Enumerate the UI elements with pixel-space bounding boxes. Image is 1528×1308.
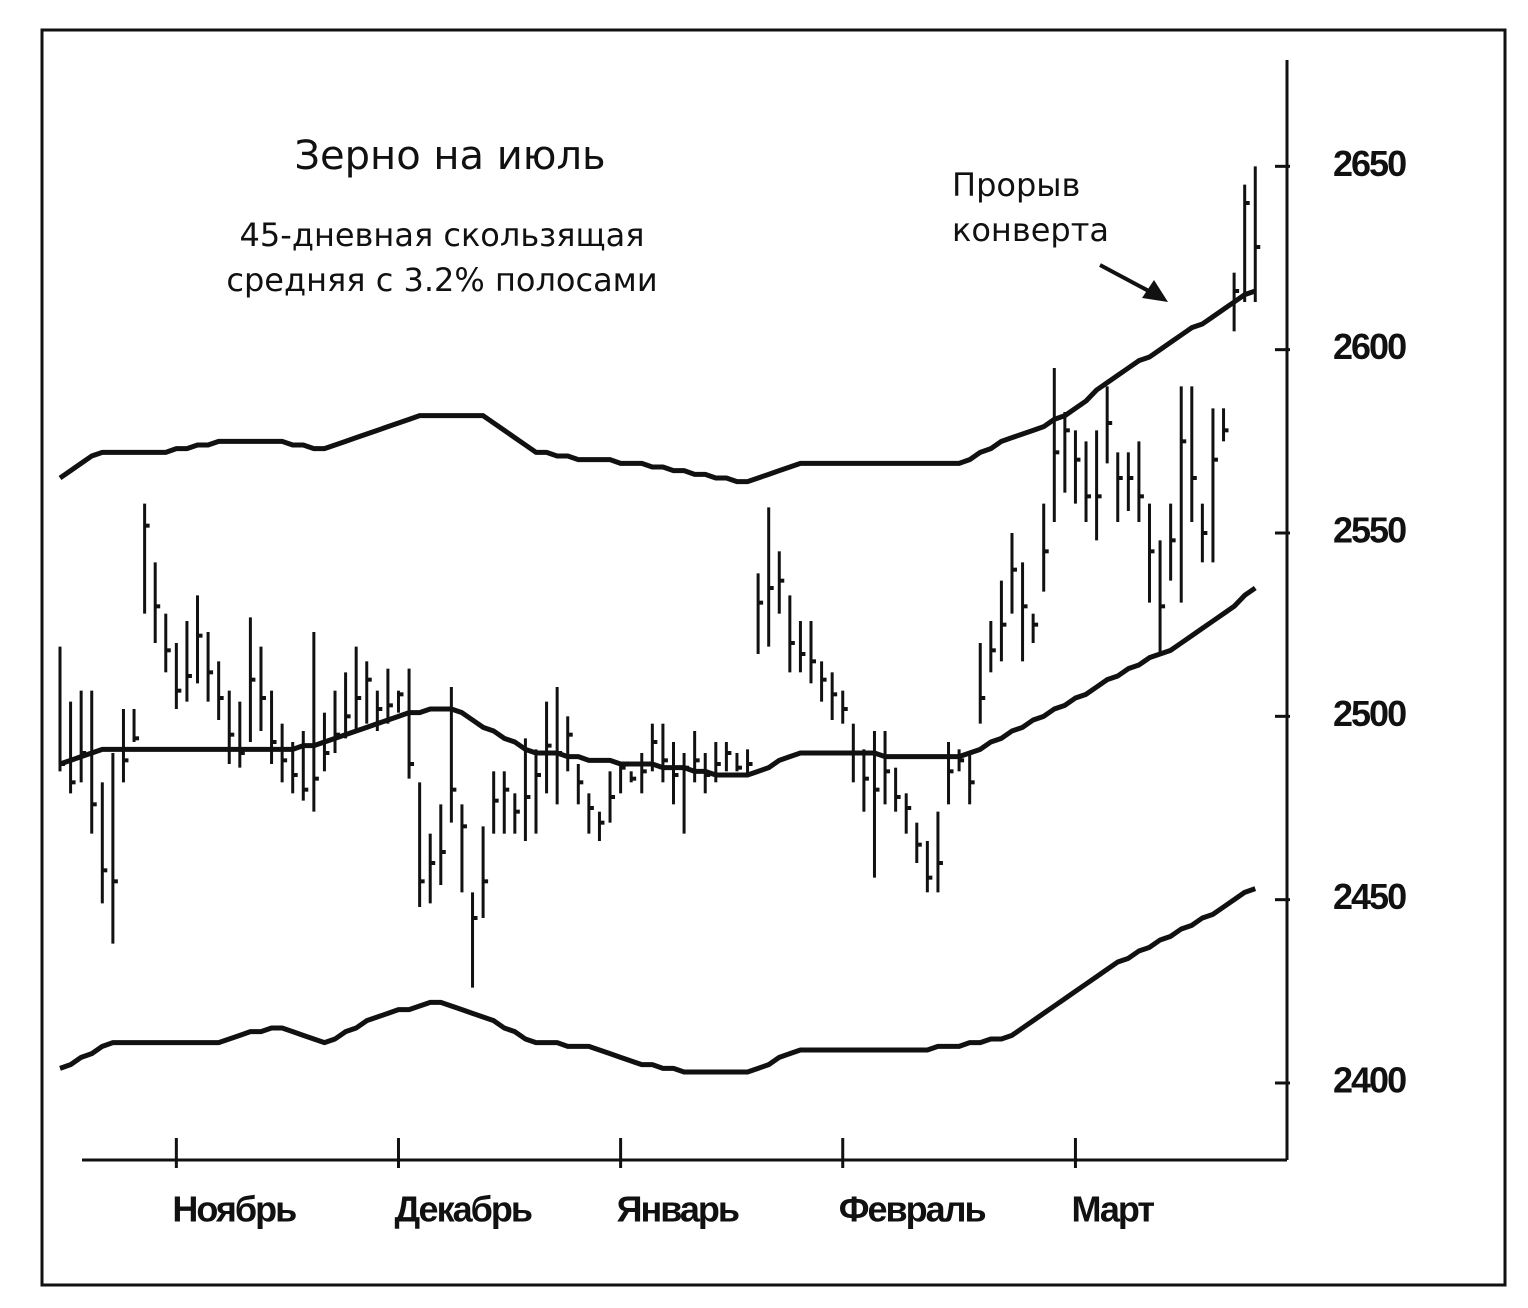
y-tick-label: 2450 — [1333, 876, 1406, 917]
x-tick-label: Январь — [617, 1189, 739, 1230]
annotation: конверта — [952, 211, 1109, 249]
band-line — [58, 288, 1257, 485]
x-tick-label: Февраль — [839, 1189, 986, 1230]
y-tick-label: 2650 — [1333, 143, 1406, 184]
frame — [40, 28, 1507, 1287]
subtitle: 45-дневная скользящая — [240, 216, 645, 254]
band-line — [59, 585, 1257, 778]
y-tick-label: 2500 — [1333, 693, 1406, 734]
y-tick-label: 2400 — [1333, 1060, 1406, 1101]
subtitle: средняя с 3.2% полосами — [226, 261, 657, 299]
band-line — [59, 886, 1257, 1075]
y-tick-label: 2600 — [1333, 326, 1406, 367]
chart-title: Зерно на июль — [294, 133, 605, 179]
x-tick-label: Декабрь — [394, 1189, 531, 1230]
x-tick-label: Март — [1071, 1189, 1154, 1230]
annotation: Прорыв — [952, 166, 1080, 204]
arrow-head — [1142, 280, 1168, 302]
y-tick-label: 2550 — [1333, 510, 1406, 551]
x-tick-label: Ноябрь — [172, 1189, 296, 1230]
